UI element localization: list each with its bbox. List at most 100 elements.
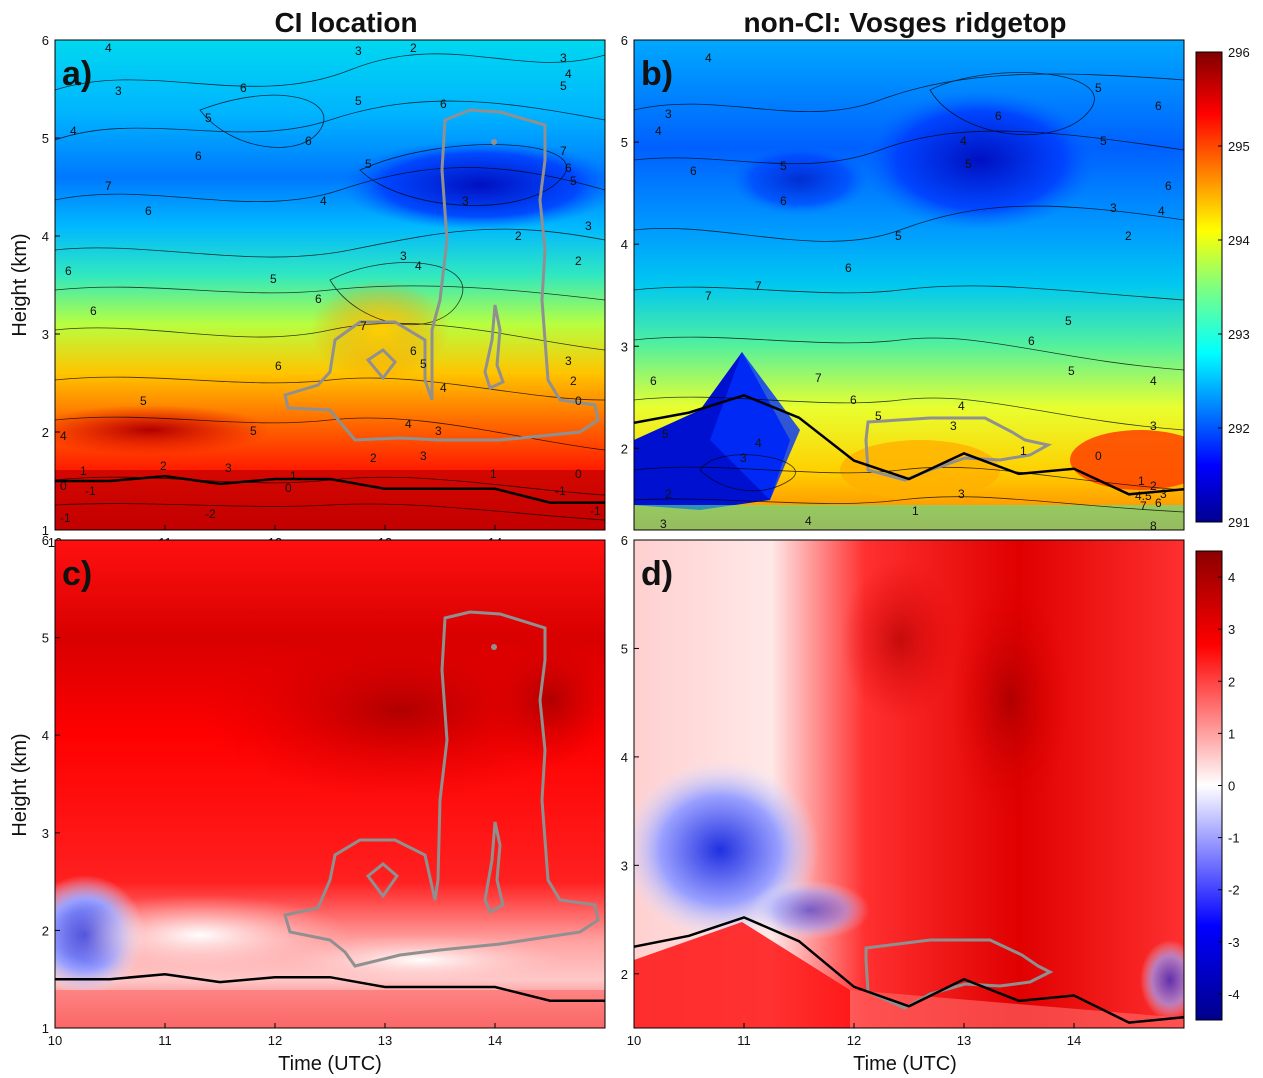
colorbar-tick-label: -4: [1228, 987, 1240, 1002]
svg-text:4: 4: [405, 417, 412, 431]
svg-text:0: 0: [285, 481, 292, 495]
svg-text:7: 7: [755, 279, 762, 293]
colorbar-tick-label: -3: [1228, 935, 1240, 950]
panel-c-ytick-label: 6: [42, 533, 49, 548]
svg-text:4: 4: [805, 514, 812, 528]
colorbar-tick-label: -2: [1228, 883, 1240, 898]
svg-text:6: 6: [240, 81, 247, 95]
colorbar-tick-label: 291: [1228, 515, 1250, 530]
panel-d-xtick-label: 11: [737, 1033, 751, 1048]
svg-text:2: 2: [1150, 479, 1157, 493]
svg-text:5: 5: [1100, 134, 1107, 148]
panel-c-black-line: [55, 973, 605, 1002]
panel-a-label: a): [62, 55, 92, 93]
svg-text:5: 5: [965, 157, 972, 171]
colorbar-top: 291 292 293 294 295 296: [1195, 45, 1250, 530]
svg-text:6: 6: [275, 359, 282, 373]
colorbar-tick-label: -1: [1228, 831, 1240, 846]
svg-text:1: 1: [290, 469, 297, 483]
svg-text:7: 7: [705, 289, 712, 303]
svg-text:3: 3: [958, 487, 965, 501]
svg-text:2: 2: [665, 487, 672, 501]
svg-text:-1: -1: [60, 511, 71, 525]
svg-text:6: 6: [195, 149, 202, 163]
title-left: CI location: [274, 7, 417, 38]
panel-c-ytick-label: 3: [42, 826, 49, 841]
svg-text:4: 4: [565, 67, 572, 81]
svg-text:7: 7: [360, 319, 367, 333]
svg-text:5: 5: [1065, 314, 1072, 328]
svg-text:3: 3: [665, 107, 672, 121]
svg-text:6: 6: [440, 97, 447, 111]
panel-c-field: [55, 540, 605, 1028]
panel-b-ytick-label: 4: [621, 237, 628, 252]
svg-text:6: 6: [845, 261, 852, 275]
colorbar-tick-label: 2: [1228, 674, 1235, 689]
svg-text:0: 0: [575, 467, 582, 481]
svg-text:3: 3: [435, 424, 442, 438]
svg-text:4: 4: [960, 134, 967, 148]
panel-a-ytick-label: 3: [42, 327, 49, 342]
svg-text:5: 5: [780, 159, 787, 173]
svg-text:3: 3: [400, 249, 407, 263]
svg-text:5: 5: [365, 157, 372, 171]
svg-text:2: 2: [515, 229, 522, 243]
svg-text:3: 3: [115, 84, 122, 98]
colorbar-tick-label: 293: [1228, 327, 1250, 342]
svg-text:-1: -1: [555, 484, 566, 498]
colorbar-tick-label: 1: [1228, 726, 1235, 741]
panel-b-ytick-label: 3: [621, 339, 628, 354]
svg-text:5: 5: [1095, 81, 1102, 95]
svg-text:5: 5: [1068, 364, 1075, 378]
svg-text:6: 6: [90, 304, 97, 318]
svg-text:3: 3: [560, 51, 567, 65]
panel-a-ytick-label: 6: [42, 33, 49, 48]
svg-text:5: 5: [570, 174, 577, 188]
panel-c-xtick-label: 14: [488, 1033, 502, 1048]
svg-text:-2: -2: [205, 507, 216, 521]
svg-text:2: 2: [570, 374, 577, 388]
svg-text:6: 6: [1155, 99, 1162, 113]
svg-text:0: 0: [1095, 449, 1102, 463]
svg-text:1: 1: [1138, 474, 1145, 488]
panel-a-ytick-label: 4: [42, 229, 49, 244]
svg-text:2: 2: [410, 41, 417, 55]
panel-a-ytick-label: 5: [42, 131, 49, 146]
svg-text:3: 3: [950, 419, 957, 433]
panel-b-label: b): [641, 55, 673, 93]
svg-text:4: 4: [415, 259, 422, 273]
svg-text:3: 3: [1160, 487, 1167, 501]
svg-text:3: 3: [225, 461, 232, 475]
svg-text:3: 3: [565, 354, 572, 368]
svg-text:6: 6: [315, 292, 322, 306]
svg-text:0: 0: [60, 479, 67, 493]
svg-text:4: 4: [60, 429, 67, 443]
colorbar-tick-label: 294: [1228, 233, 1250, 248]
panel-c-ytick-label: 5: [42, 631, 49, 646]
svg-text:3: 3: [1110, 201, 1117, 215]
svg-text:1: 1: [490, 467, 497, 481]
svg-text:6: 6: [1028, 334, 1035, 348]
panel-c-xlabel: Time (UTC): [278, 1053, 382, 1075]
svg-text:6: 6: [145, 204, 152, 218]
svg-text:3: 3: [585, 219, 592, 233]
panel-d-ytick-label: 4: [621, 750, 628, 765]
panel-c-ytick-label: 1: [42, 1021, 49, 1036]
panel-a-black-line: [55, 474, 605, 504]
svg-text:1: 1: [80, 464, 87, 478]
svg-text:4: 4: [440, 381, 447, 395]
panel-a: 4 23 345 3 65 654 665 765 74 3 623 653 4 26 …: [9, 33, 606, 550]
svg-text:4: 4: [105, 41, 112, 55]
panel-d-ytick-label: 2: [621, 967, 628, 982]
svg-text:7: 7: [560, 144, 567, 158]
colorbar-tick-label: 4: [1228, 570, 1235, 585]
svg-text:4: 4: [958, 399, 965, 413]
svg-text:4: 4: [1150, 374, 1157, 388]
svg-text:7: 7: [815, 371, 822, 385]
svg-text:5: 5: [140, 394, 147, 408]
svg-text:5: 5: [895, 229, 902, 243]
svg-text:3: 3: [740, 451, 747, 465]
svg-text:4: 4: [70, 124, 77, 138]
panel-d-label: d): [641, 555, 673, 593]
